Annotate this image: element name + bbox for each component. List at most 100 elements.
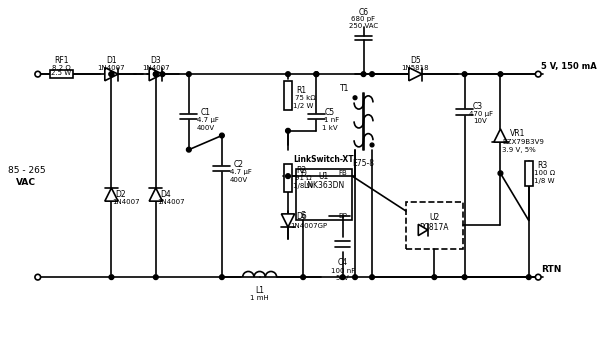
Text: C3: C3 — [473, 102, 483, 111]
Text: L1: L1 — [255, 286, 264, 295]
Circle shape — [109, 275, 114, 279]
Circle shape — [286, 128, 290, 133]
Text: D1: D1 — [106, 56, 117, 65]
Text: D2: D2 — [116, 190, 126, 199]
Circle shape — [535, 71, 541, 77]
Text: 1 mH: 1 mH — [250, 295, 269, 301]
Bar — [296, 168, 352, 220]
Text: C5: C5 — [325, 109, 335, 117]
Bar — [525, 161, 533, 186]
Polygon shape — [105, 67, 118, 81]
Circle shape — [370, 72, 374, 76]
Text: RF1: RF1 — [54, 56, 68, 65]
Polygon shape — [409, 67, 422, 81]
Circle shape — [187, 72, 191, 76]
Circle shape — [462, 275, 467, 279]
Polygon shape — [494, 129, 507, 142]
Text: U2: U2 — [429, 213, 439, 222]
Text: 2.5 W: 2.5 W — [52, 70, 71, 76]
Text: RTN: RTN — [541, 265, 562, 274]
Polygon shape — [418, 224, 428, 236]
Text: BP: BP — [338, 213, 347, 219]
Polygon shape — [149, 188, 163, 201]
Circle shape — [526, 275, 531, 279]
Circle shape — [109, 72, 114, 76]
Text: 100 nF: 100 nF — [331, 268, 355, 274]
Text: C4: C4 — [338, 258, 348, 268]
Text: C2: C2 — [234, 160, 244, 169]
Text: 680 pF: 680 pF — [352, 17, 376, 22]
Circle shape — [220, 275, 224, 279]
Text: S: S — [301, 211, 305, 220]
Text: D6: D6 — [296, 212, 307, 221]
Text: 10V: 10V — [473, 118, 487, 124]
Circle shape — [370, 143, 374, 147]
Text: D3: D3 — [151, 56, 161, 65]
Text: C1: C1 — [201, 109, 211, 117]
Text: 1N4007: 1N4007 — [98, 64, 125, 70]
Text: 1/8 W: 1/8 W — [293, 183, 313, 189]
Circle shape — [462, 72, 467, 76]
Text: R2: R2 — [296, 166, 306, 175]
Circle shape — [35, 274, 41, 280]
Text: 3.9 V, 5%: 3.9 V, 5% — [502, 147, 536, 153]
Circle shape — [286, 174, 290, 179]
Bar — [284, 164, 292, 192]
Circle shape — [314, 72, 319, 76]
Circle shape — [109, 72, 114, 76]
Text: 1N5818: 1N5818 — [401, 64, 429, 70]
Text: 50V: 50V — [336, 275, 350, 281]
Text: 400V: 400V — [230, 177, 248, 183]
Text: 85 - 265: 85 - 265 — [8, 166, 45, 176]
Circle shape — [301, 275, 305, 279]
Text: 8.2 Ω: 8.2 Ω — [52, 64, 71, 70]
Text: 1N4007: 1N4007 — [142, 64, 170, 70]
Circle shape — [220, 133, 224, 138]
Circle shape — [370, 275, 374, 279]
Text: 1 kV: 1 kV — [322, 125, 337, 131]
Text: 1/2 W: 1/2 W — [293, 103, 313, 109]
Circle shape — [314, 72, 319, 76]
Text: LinkSwitch-XT: LinkSwitch-XT — [293, 155, 354, 164]
Text: VR1: VR1 — [510, 129, 525, 138]
Text: R1: R1 — [296, 86, 306, 95]
Circle shape — [154, 72, 158, 76]
Bar — [284, 81, 292, 110]
Text: C6: C6 — [358, 8, 368, 17]
Text: FB: FB — [338, 170, 347, 176]
Text: U1: U1 — [319, 172, 329, 181]
Text: D4: D4 — [160, 190, 170, 199]
Bar — [406, 202, 463, 249]
Text: 1 nF: 1 nF — [324, 117, 339, 123]
Text: 4.7 μF: 4.7 μF — [230, 169, 252, 175]
Text: 250 VAC: 250 VAC — [349, 23, 378, 29]
Text: 4.7 μF: 4.7 μF — [197, 117, 218, 123]
Text: BZX79B3V9: BZX79B3V9 — [502, 139, 544, 145]
Text: PC817A: PC817A — [419, 223, 449, 232]
Circle shape — [340, 275, 345, 279]
Circle shape — [353, 275, 358, 279]
Polygon shape — [149, 67, 163, 81]
Circle shape — [535, 274, 541, 280]
Text: D5: D5 — [410, 56, 421, 65]
Text: 1N4007GP: 1N4007GP — [290, 223, 328, 229]
Text: 1/8 W: 1/8 W — [533, 178, 554, 184]
Text: 1N4007: 1N4007 — [157, 199, 185, 205]
Text: LNK363DN: LNK363DN — [303, 181, 344, 190]
Text: 400V: 400V — [197, 125, 215, 131]
Circle shape — [361, 72, 366, 76]
Text: D: D — [300, 169, 306, 178]
Circle shape — [187, 147, 191, 152]
Text: 91 Ω: 91 Ω — [295, 175, 311, 181]
Text: 1N4007: 1N4007 — [113, 199, 140, 205]
Circle shape — [154, 275, 158, 279]
Circle shape — [432, 275, 437, 279]
Circle shape — [498, 171, 503, 176]
Circle shape — [353, 96, 357, 100]
Text: 100 Ω: 100 Ω — [534, 170, 556, 176]
Circle shape — [35, 71, 41, 77]
Text: R3: R3 — [537, 161, 547, 170]
Circle shape — [286, 72, 290, 76]
Circle shape — [160, 72, 165, 76]
Text: 470 μF: 470 μF — [469, 111, 494, 117]
